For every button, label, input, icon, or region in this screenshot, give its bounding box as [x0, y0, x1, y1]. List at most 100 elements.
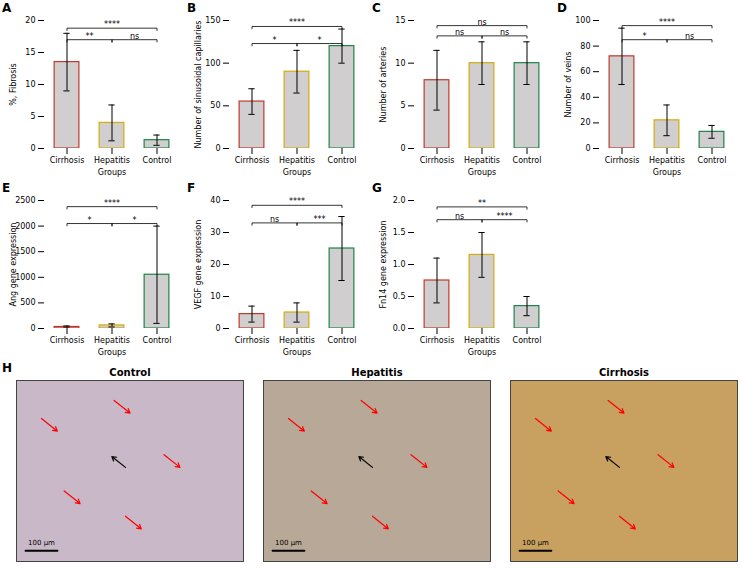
svg-text:Cirrhosis: Cirrhosis	[420, 156, 455, 165]
svg-text:40: 40	[580, 93, 590, 102]
svg-text:Hepatitis: Hepatitis	[351, 367, 402, 378]
svg-text:20: 20	[210, 260, 220, 269]
svg-text:****: ****	[659, 18, 675, 27]
svg-text:Hepatitis: Hepatitis	[464, 156, 500, 165]
svg-text:10: 10	[210, 292, 220, 301]
svg-text:Hepatitis: Hepatitis	[279, 336, 315, 345]
svg-text:Fn14 gene expression: Fn14 gene expression	[379, 220, 388, 308]
svg-text:Hepatitis: Hepatitis	[464, 336, 500, 345]
svg-text:5: 5	[400, 101, 405, 110]
svg-text:Cirrhosis: Cirrhosis	[50, 336, 85, 345]
svg-text:*: *	[318, 36, 322, 45]
svg-text:Groups: Groups	[283, 168, 312, 177]
svg-text:ns: ns	[270, 215, 279, 224]
svg-text:10: 10	[25, 80, 35, 89]
svg-text:Control: Control	[109, 367, 150, 378]
svg-text:****: ****	[497, 212, 513, 221]
svg-text:VEGF gene expression: VEGF gene expression	[194, 220, 203, 310]
svg-text:1000: 1000	[15, 273, 35, 282]
svg-text:Control: Control	[698, 156, 727, 165]
svg-text:0: 0	[215, 144, 220, 153]
svg-text:Control: Control	[143, 336, 172, 345]
svg-text:*: *	[643, 32, 647, 41]
svg-text:500: 500	[20, 298, 35, 307]
svg-text:Groups: Groups	[468, 348, 497, 357]
svg-text:Control: Control	[328, 156, 357, 165]
svg-text:0: 0	[30, 324, 35, 333]
svg-text:Control: Control	[513, 336, 542, 345]
svg-text:60: 60	[580, 67, 590, 76]
svg-text:100: 100	[575, 16, 590, 25]
svg-text:10: 10	[395, 59, 405, 68]
svg-text:Ang gene expression: Ang gene expression	[9, 223, 18, 307]
svg-text:0: 0	[215, 324, 220, 333]
svg-text:ns: ns	[477, 18, 486, 27]
svg-text:Number of veins: Number of veins	[564, 51, 573, 117]
svg-text:Control: Control	[143, 156, 172, 165]
svg-text:Cirrhosis: Cirrhosis	[599, 367, 649, 378]
svg-text:Hepatitis: Hepatitis	[279, 156, 315, 165]
svg-text:Groups: Groups	[283, 348, 312, 357]
svg-text:ns: ns	[130, 32, 139, 41]
html-text:B: B	[187, 1, 197, 15]
html-text:D: D	[557, 1, 567, 15]
svg-text:30: 30	[210, 228, 220, 237]
svg-text:0: 0	[585, 144, 590, 153]
svg-text:150: 150	[205, 16, 220, 25]
svg-text:ns: ns	[455, 28, 464, 37]
svg-text:****: ****	[289, 18, 305, 27]
svg-text:**: **	[86, 32, 94, 41]
svg-text:Hepatitis: Hepatitis	[94, 336, 130, 345]
svg-text:***: ***	[314, 215, 326, 224]
svg-text:100 μm: 100 μm	[522, 539, 549, 547]
svg-text:40: 40	[210, 196, 220, 205]
svg-text:Hepatitis: Hepatitis	[94, 156, 130, 165]
svg-text:20: 20	[25, 16, 35, 25]
svg-text:****: ****	[289, 197, 305, 206]
svg-text:Hepatitis: Hepatitis	[649, 156, 685, 165]
svg-text:Groups: Groups	[98, 168, 127, 177]
svg-text:Cirrhosis: Cirrhosis	[420, 336, 455, 345]
svg-text:ns: ns	[685, 32, 694, 41]
svg-text:15: 15	[25, 48, 35, 57]
svg-text:**: **	[478, 199, 486, 208]
svg-text:0.0: 0.0	[393, 324, 406, 333]
svg-text:Number of sinusoidal capillari: Number of sinusoidal capillaries	[194, 20, 203, 148]
svg-text:Control: Control	[513, 156, 542, 165]
svg-text:Number of arteries: Number of arteries	[379, 47, 388, 123]
svg-text:100: 100	[205, 59, 220, 68]
svg-text:1.0: 1.0	[393, 260, 406, 269]
svg-text:50: 50	[210, 101, 220, 110]
svg-text:20: 20	[580, 118, 590, 127]
svg-text:Groups: Groups	[653, 168, 682, 177]
svg-text:Control: Control	[328, 336, 357, 345]
svg-text:ns: ns	[500, 28, 509, 37]
svg-text:%, Fibrosis: %, Fibrosis	[9, 63, 18, 106]
html-text:A: A	[2, 1, 12, 15]
svg-text:Cirrhosis: Cirrhosis	[605, 156, 640, 165]
svg-text:Groups: Groups	[468, 168, 497, 177]
svg-text:80: 80	[580, 42, 590, 51]
svg-text:****: ****	[104, 20, 120, 29]
svg-text:1500: 1500	[15, 247, 35, 256]
svg-text:*: *	[133, 216, 137, 225]
svg-text:2.0: 2.0	[393, 196, 406, 205]
svg-text:1.5: 1.5	[393, 228, 406, 237]
svg-text:Cirrhosis: Cirrhosis	[50, 156, 85, 165]
svg-text:2500: 2500	[15, 196, 35, 205]
svg-text:Cirrhosis: Cirrhosis	[235, 156, 270, 165]
svg-text:5: 5	[30, 112, 35, 121]
svg-text:*: *	[273, 36, 277, 45]
svg-text:0: 0	[400, 144, 405, 153]
svg-text:****: ****	[104, 199, 120, 208]
svg-text:ns: ns	[455, 212, 464, 221]
svg-text:2000: 2000	[15, 222, 35, 231]
svg-text:Cirrhosis: Cirrhosis	[235, 336, 270, 345]
svg-text:0.5: 0.5	[393, 292, 406, 301]
svg-text:0: 0	[30, 144, 35, 153]
svg-text:Groups: Groups	[98, 348, 127, 357]
svg-text:*: *	[88, 216, 92, 225]
svg-text:100 μm: 100 μm	[28, 539, 55, 547]
svg-text:100 μm: 100 μm	[275, 539, 302, 547]
svg-text:15: 15	[395, 16, 405, 25]
